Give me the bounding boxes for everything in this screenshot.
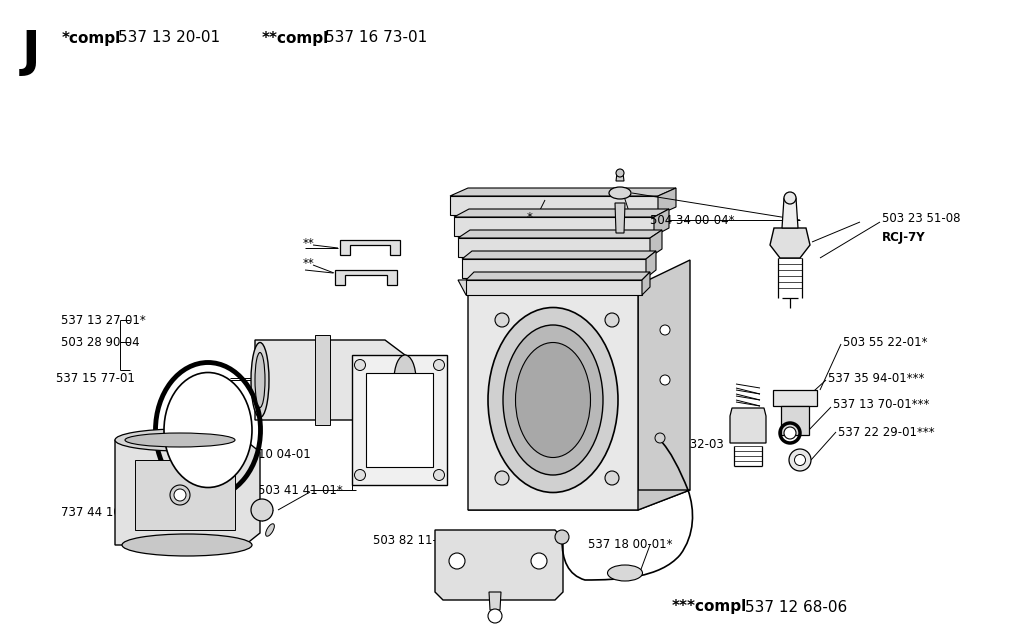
Polygon shape (770, 228, 810, 258)
Ellipse shape (265, 524, 274, 536)
Polygon shape (454, 217, 654, 236)
Polygon shape (115, 440, 260, 545)
Polygon shape (458, 278, 646, 295)
Polygon shape (340, 240, 400, 255)
Ellipse shape (607, 565, 642, 581)
Polygon shape (616, 173, 624, 181)
Ellipse shape (122, 534, 252, 556)
Text: **compl: **compl (262, 30, 330, 46)
Text: 537 35 94-01***: 537 35 94-01*** (828, 372, 925, 384)
Polygon shape (642, 272, 650, 295)
Ellipse shape (531, 553, 547, 569)
Text: **: ** (303, 257, 314, 269)
Polygon shape (352, 355, 447, 485)
Polygon shape (315, 335, 330, 425)
Ellipse shape (655, 433, 665, 443)
Text: 503 41 41-01*: 503 41 41-01* (258, 484, 343, 496)
Polygon shape (454, 209, 669, 217)
Polygon shape (255, 340, 406, 420)
Ellipse shape (488, 609, 502, 623)
Polygon shape (773, 390, 817, 406)
Text: 537 22 29-01***: 537 22 29-01*** (838, 425, 935, 439)
Text: **: ** (303, 236, 314, 250)
Text: RCJ-7Y: RCJ-7Y (882, 231, 926, 243)
Ellipse shape (164, 373, 252, 488)
Text: 503 28 90-04: 503 28 90-04 (61, 335, 139, 349)
Text: 537 13 70-01***: 537 13 70-01*** (833, 399, 930, 411)
Ellipse shape (488, 307, 618, 493)
Text: J: J (22, 28, 41, 76)
Ellipse shape (174, 489, 186, 501)
Ellipse shape (251, 342, 269, 418)
Text: 537 11 32-03: 537 11 32-03 (645, 437, 724, 451)
Ellipse shape (515, 342, 591, 458)
Polygon shape (615, 203, 625, 233)
Ellipse shape (616, 169, 624, 177)
Text: 737 44 10-00: 737 44 10-00 (61, 507, 140, 519)
Ellipse shape (784, 427, 796, 439)
Ellipse shape (495, 471, 509, 485)
Polygon shape (782, 198, 798, 228)
Polygon shape (450, 188, 676, 196)
Ellipse shape (555, 530, 569, 544)
Text: 504 34 00-04*: 504 34 00-04* (650, 214, 734, 228)
Text: *compl: *compl (62, 30, 121, 46)
Text: 537 13 27-01*: 537 13 27-01* (61, 313, 145, 327)
Polygon shape (468, 285, 638, 510)
Polygon shape (658, 188, 676, 215)
Ellipse shape (609, 187, 631, 199)
Ellipse shape (433, 359, 444, 370)
Ellipse shape (251, 499, 273, 521)
Ellipse shape (115, 429, 245, 451)
Polygon shape (450, 196, 658, 215)
Ellipse shape (790, 449, 811, 471)
Text: 503 23 51-08: 503 23 51-08 (882, 212, 961, 224)
Ellipse shape (605, 313, 618, 327)
Ellipse shape (354, 359, 366, 370)
Polygon shape (781, 406, 809, 435)
Polygon shape (638, 260, 690, 510)
Ellipse shape (433, 470, 444, 481)
Ellipse shape (125, 433, 234, 447)
Text: 537 18 00-01*: 537 18 00-01* (588, 538, 673, 552)
Polygon shape (730, 408, 766, 443)
Polygon shape (458, 230, 662, 238)
Ellipse shape (354, 470, 366, 481)
Polygon shape (650, 230, 662, 257)
Text: 537 15 77-01: 537 15 77-01 (56, 372, 135, 384)
Polygon shape (489, 592, 501, 610)
Ellipse shape (495, 313, 509, 327)
Text: 537 10 04-01: 537 10 04-01 (232, 448, 310, 462)
Polygon shape (468, 490, 690, 510)
Polygon shape (462, 259, 646, 278)
Polygon shape (458, 238, 650, 257)
Polygon shape (435, 530, 563, 600)
Text: 537 16 73-01: 537 16 73-01 (325, 30, 427, 46)
Ellipse shape (784, 192, 796, 204)
Ellipse shape (795, 455, 806, 465)
Ellipse shape (660, 375, 670, 385)
Polygon shape (646, 251, 656, 278)
Polygon shape (366, 373, 433, 467)
Polygon shape (335, 270, 397, 285)
Text: 537 12 68-06: 537 12 68-06 (745, 600, 847, 614)
Ellipse shape (449, 553, 465, 569)
Text: 537 13 20-01: 537 13 20-01 (118, 30, 220, 46)
Ellipse shape (660, 325, 670, 335)
Ellipse shape (255, 353, 265, 408)
Polygon shape (466, 272, 650, 280)
Polygon shape (654, 209, 669, 236)
Ellipse shape (503, 325, 603, 475)
Text: ***compl: ***compl (672, 600, 748, 614)
Ellipse shape (170, 485, 190, 505)
Polygon shape (466, 280, 642, 295)
Text: 503 82 11-01: 503 82 11-01 (373, 534, 452, 548)
Text: 504 34 00-04*: 504 34 00-04* (588, 401, 673, 415)
Polygon shape (462, 251, 656, 259)
Text: 503 55 22-01*: 503 55 22-01* (843, 335, 928, 349)
Polygon shape (135, 460, 234, 530)
Ellipse shape (394, 355, 416, 405)
Ellipse shape (605, 471, 618, 485)
Text: *: * (527, 212, 532, 224)
